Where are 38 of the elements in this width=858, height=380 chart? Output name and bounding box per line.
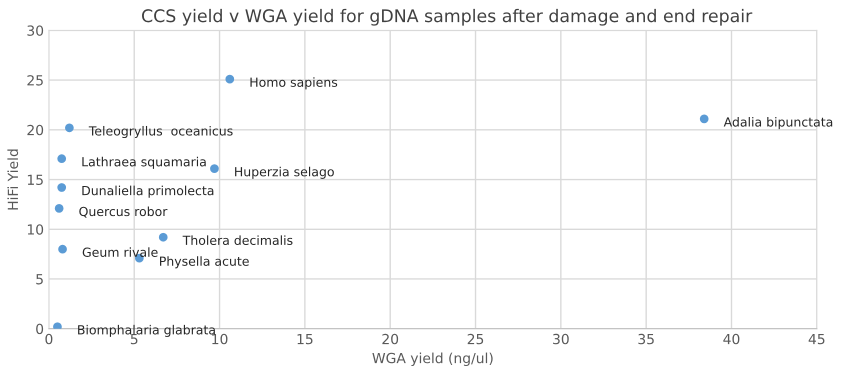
annotation: Physella acute [160,256,249,268]
chart-title: CCS yield v WGA yield for gDNA samples after damage and end repair [142,8,752,26]
x-tick-label: 30 [553,334,569,344]
point [700,114,709,124]
point [58,244,67,254]
x-tick-label: 35 [638,334,654,344]
annotation: Dunaliella primolecta [82,186,214,198]
annotation: Geum rivale [82,247,158,257]
x-tick-label: 40 [723,334,740,344]
point [65,123,74,132]
point [57,183,66,192]
y-tick-label: 0 [36,324,44,334]
point [210,164,219,173]
y-tick-label: 30 [27,25,44,36]
x-tick-label: 15 [298,334,312,344]
point [57,154,66,164]
annotation: Teleogryllus oceanicus [88,126,233,138]
y-axis-title: HiFi Yield [7,150,18,210]
annotation: Lathraea squamaria [82,156,206,169]
annotation: Quercus robor [79,206,168,218]
annotation: Huperzia selago [235,166,334,179]
annotation: Adalia bipunctata [724,117,832,130]
y-tick-label: 5 [36,274,43,284]
x-tick-label: 45 [808,334,824,344]
x-tick-label: 0 [45,334,52,344]
point [158,232,168,242]
x-axis-title: WGA yield (ng/ul) [372,352,493,366]
y-tick-label: 15 [28,174,43,186]
point [54,204,64,213]
x-tick-label: 20 [382,334,398,344]
y-tick-label: 20 [27,124,44,136]
annotation: Homo sapiens [250,77,338,90]
annotation: Tholera decimalis [182,235,292,246]
y-tick-label: 10 [28,224,44,235]
point [53,322,62,329]
x-tick-label: 25 [468,334,484,344]
y-tick-label: 25 [27,75,43,86]
point [225,74,234,84]
